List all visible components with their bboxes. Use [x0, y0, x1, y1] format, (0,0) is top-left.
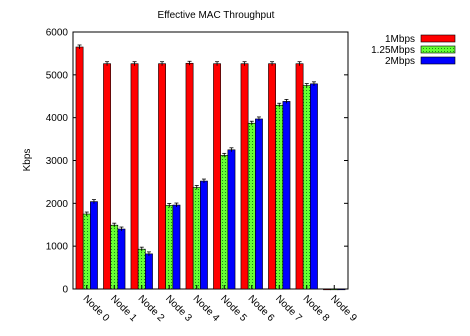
y-tick-label: 1000 — [46, 242, 69, 253]
bar-1-25mbps-node-5 — [220, 155, 229, 290]
y-axis: 0 1000 2000 3000 4000 5000 6000 — [46, 28, 348, 296]
legend-label: 1Mbps — [385, 34, 415, 45]
bar-1-25mbps-node-6 — [247, 122, 256, 290]
y-tick-label: 0 — [62, 285, 68, 296]
bar-1mbps-node-5 — [213, 63, 221, 290]
legend-swatch — [420, 34, 456, 43]
legend-label: 1.25Mbps — [371, 45, 415, 56]
legend-label: 2Mbps — [385, 56, 415, 67]
bars-group — [75, 44, 346, 291]
bar-2mbps-node-1 — [117, 228, 126, 290]
bar-2mbps-node-5 — [227, 149, 236, 290]
bar-1mbps-node-0 — [75, 46, 84, 290]
bar-1-25mbps-node-3 — [165, 205, 174, 290]
y-tick-label: 3000 — [46, 156, 69, 167]
x-tick-label: Node 7 — [273, 293, 304, 324]
bar-1-25mbps-node-0 — [82, 213, 91, 290]
bar-2mbps-node-9 — [337, 288, 346, 291]
bar-1-25mbps-node-2 — [137, 248, 146, 290]
bar-1mbps-node-3 — [158, 63, 166, 290]
x-tick-label: Node 6 — [246, 293, 277, 324]
bar-1mbps-node-4 — [185, 62, 194, 290]
y-tick-label: 2000 — [46, 199, 69, 210]
x-tick-label: Node 1 — [108, 293, 139, 324]
bar-1-25mbps-node-1 — [110, 224, 119, 290]
bar-1mbps-node-9 — [323, 288, 331, 291]
bar-1-25mbps-node-4 — [192, 187, 201, 290]
bar-1-25mbps-node-9 — [330, 288, 339, 291]
x-tick-label: Node 8 — [301, 293, 332, 324]
x-tick-label: Node 9 — [328, 293, 359, 324]
chart-title: Effective MAC Throughput — [158, 10, 275, 21]
y-tick-label: 4000 — [46, 113, 69, 124]
bar-1-25mbps-node-8 — [302, 85, 311, 290]
bar-1-25mbps-node-7 — [275, 104, 284, 290]
bar-2mbps-node-2 — [145, 253, 153, 290]
x-tick-label: Node 3 — [163, 293, 194, 324]
y-tick-label: 5000 — [46, 70, 69, 81]
bar-2mbps-node-6 — [255, 118, 263, 290]
bar-1mbps-node-2 — [130, 63, 139, 290]
bar-2mbps-node-8 — [310, 83, 318, 290]
bar-2mbps-node-7 — [282, 101, 291, 290]
x-tick-label: Node 0 — [81, 293, 112, 324]
bar-1mbps-node-8 — [295, 63, 304, 290]
bar-1mbps-node-7 — [268, 63, 276, 290]
y-axis-label: Kbps — [22, 149, 33, 172]
x-tick-label: Node 4 — [191, 293, 222, 324]
bar-1mbps-node-1 — [103, 63, 111, 290]
y-tick-label: 6000 — [46, 28, 69, 39]
bar-2mbps-node-3 — [172, 204, 181, 290]
x-tick-label: Node 5 — [218, 293, 249, 324]
bar-2mbps-node-0 — [90, 201, 98, 290]
bar-1mbps-node-6 — [240, 63, 249, 290]
x-tick-label: Node 2 — [136, 293, 167, 324]
legend-swatch — [420, 45, 456, 54]
legend-swatch — [420, 56, 456, 65]
bar-2mbps-node-4 — [200, 180, 208, 290]
